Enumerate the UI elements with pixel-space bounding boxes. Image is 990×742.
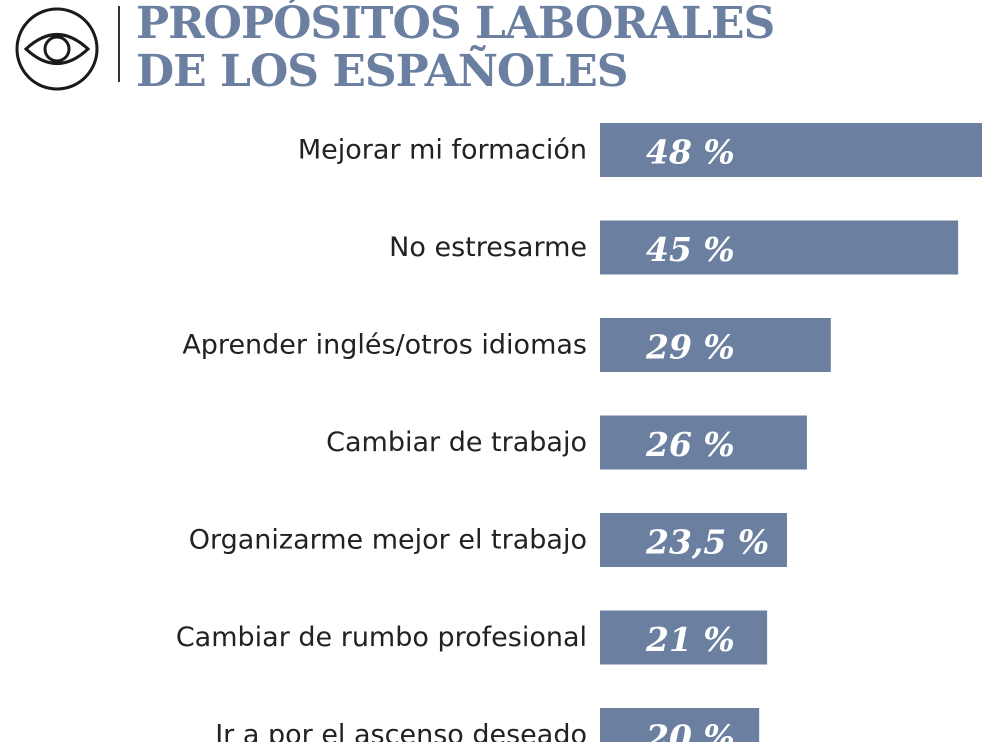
bar-3 <box>600 318 831 372</box>
value-label-5: 23,5 % <box>645 523 769 562</box>
bar-7 <box>600 708 760 742</box>
value-label-3: 29 % <box>645 328 735 367</box>
category-label-5: Organizarme mejor el trabajo <box>189 525 587 556</box>
value-label-4: 26 % <box>645 425 735 464</box>
eye-icon <box>15 7 99 91</box>
header-divider <box>118 6 120 82</box>
category-label-1: Mejorar mi formación <box>298 135 587 166</box>
bar-6 <box>600 610 768 665</box>
value-label-6: 21 % <box>645 620 735 659</box>
bar-4 <box>600 415 807 470</box>
category-label-3: Aprender inglés/otros idiomas <box>182 330 587 361</box>
category-label-4: Cambiar de trabajo <box>326 427 587 458</box>
bar-1 <box>600 123 982 177</box>
title-line-1: PROPÓSITOS LABORALES <box>136 0 775 49</box>
category-label-2: No estresarme <box>389 232 587 263</box>
value-label-1: 48 % <box>646 133 735 172</box>
value-label-2: 45 % <box>646 230 735 269</box>
category-label-7: Ir a por el ascenso deseado <box>215 720 587 742</box>
bar-5 <box>600 513 788 567</box>
category-label-6: Cambiar de rumbo profesional <box>176 622 587 653</box>
title-line-2: DE LOS ESPAÑOLES <box>136 46 629 97</box>
chart-title: PROPÓSITOS LABORALES DE LOS ESPAÑOLES <box>136 0 775 97</box>
value-label-7: 20 % <box>645 718 735 742</box>
header: PROPÓSITOS LABORALES DE LOS ESPAÑOLES <box>0 0 990 110</box>
bar-2 <box>600 220 959 275</box>
